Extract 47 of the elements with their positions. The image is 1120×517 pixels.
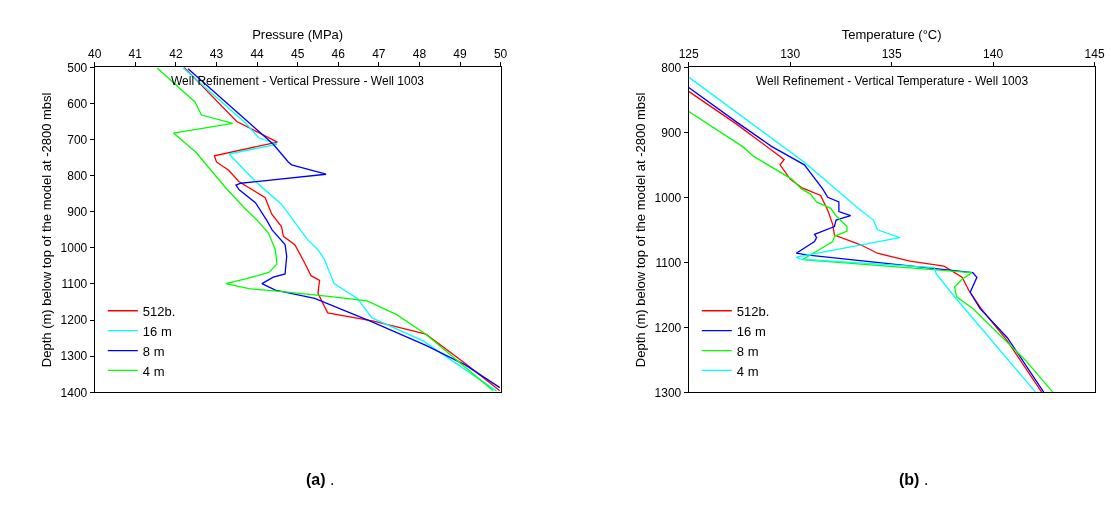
y-tick-label: 900 xyxy=(67,204,88,219)
x-tick-label: 125 xyxy=(678,46,700,61)
x-tick-label: 40 xyxy=(88,46,102,61)
x-tick-label: 44 xyxy=(250,46,265,61)
x-tick-label: 140 xyxy=(983,46,1004,61)
y-axis-title: Depth (m) below top of the model at -2800 mbsl xyxy=(632,92,648,368)
y-tick-label: 1000 xyxy=(654,190,682,205)
x-tick-label: 43 xyxy=(209,46,224,61)
x-tick-label: 45 xyxy=(290,46,305,61)
x-tick-label: 135 xyxy=(881,46,902,61)
legend-label: 4 m xyxy=(736,363,759,379)
x-tick-label: 46 xyxy=(331,46,346,61)
y-tick-label: 700 xyxy=(67,132,88,147)
y-tick-label: 800 xyxy=(661,60,682,75)
x-axis-title: Temperature (°C) xyxy=(841,26,942,42)
legend-label: 16 m xyxy=(736,323,766,339)
x-tick-label: 48 xyxy=(412,46,427,61)
text: (a) . xyxy=(306,471,335,488)
y-tick-label: 500 xyxy=(67,60,88,75)
x-axis-title: Pressure (MPa) xyxy=(252,26,344,42)
annotation: Well Refinement - Vertical Temperature - Well 1003 xyxy=(756,74,1029,88)
x-tick-label: 130 xyxy=(780,46,801,61)
y-tick-label: 1400 xyxy=(60,385,88,400)
legend-label: 8 m xyxy=(736,343,759,359)
y-tick-label: 1300 xyxy=(654,385,682,400)
y-tick-label: 1100 xyxy=(61,277,88,292)
text: (b) . xyxy=(899,471,929,488)
legend-label: 512b. xyxy=(736,303,770,319)
y-axis-title: Depth (m) below top of the model at -2800 mbsl xyxy=(38,92,54,368)
y-tick-label: 600 xyxy=(67,96,88,111)
legend-label: 16 m xyxy=(142,323,172,339)
x-tick-label: 41 xyxy=(128,46,143,61)
legend-label: 4 m xyxy=(142,363,165,379)
y-tick-label: 1000 xyxy=(60,241,88,256)
x-tick-label: 47 xyxy=(372,46,386,61)
x-tick-label: 49 xyxy=(453,46,467,61)
y-tick-label: 1200 xyxy=(654,320,682,335)
y-tick-label: 1200 xyxy=(60,313,88,328)
legend-label: 8 m xyxy=(142,343,165,359)
x-tick-label: 42 xyxy=(169,46,183,61)
y-tick-label: 1300 xyxy=(60,349,88,364)
x-tick-label: 50 xyxy=(493,46,508,61)
y-tick-label: 1100 xyxy=(655,255,682,270)
x-tick-label: 145 xyxy=(1084,46,1105,61)
legend-label: 512b. xyxy=(142,303,176,319)
y-tick-label: 900 xyxy=(661,125,682,140)
y-tick-label: 800 xyxy=(67,168,88,183)
